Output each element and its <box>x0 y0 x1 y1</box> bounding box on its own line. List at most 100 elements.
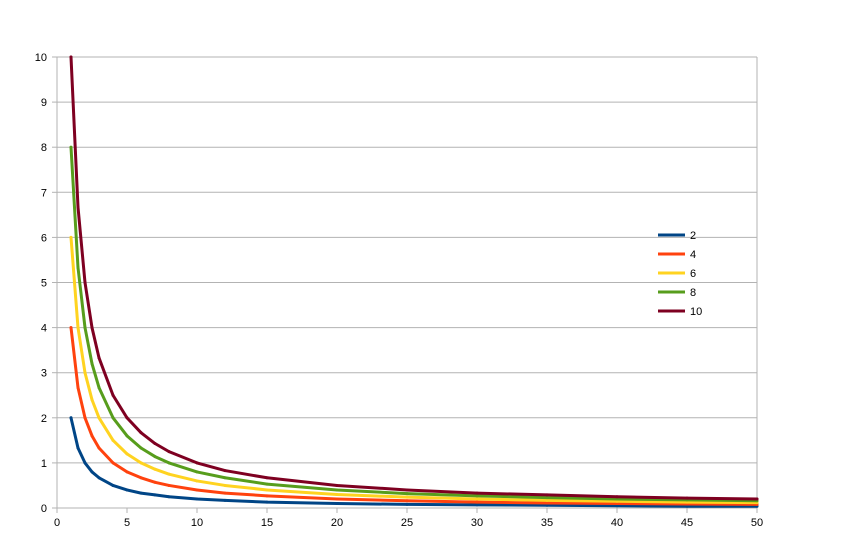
data-point-2 <box>405 502 409 506</box>
data-point-2 <box>335 501 339 505</box>
data-point-4 <box>153 480 157 484</box>
y-tick-label: 2 <box>41 413 47 425</box>
y-tick-label: 10 <box>35 52 47 64</box>
data-point-8 <box>76 266 80 270</box>
data-point-2 <box>475 503 479 507</box>
data-point-4 <box>139 476 143 480</box>
y-tick-label: 5 <box>41 278 47 290</box>
data-point-2 <box>153 493 157 497</box>
data-point-6 <box>685 500 689 504</box>
data-point-4 <box>83 416 87 420</box>
data-point-10 <box>167 450 171 454</box>
x-tick-label: 0 <box>54 517 60 529</box>
legend-label-10: 10 <box>690 306 702 318</box>
data-point-10 <box>153 442 157 446</box>
series-line-4 <box>69 326 759 506</box>
series-line-10 <box>69 55 759 501</box>
data-point-8 <box>69 145 73 149</box>
data-point-8 <box>405 492 409 496</box>
data-point-2 <box>125 488 129 492</box>
data-point-8 <box>90 362 94 366</box>
data-point-2 <box>223 498 227 502</box>
data-point-2 <box>685 504 689 508</box>
y-tick-label: 1 <box>41 458 47 470</box>
data-point-6 <box>335 492 339 496</box>
x-tick-label: 20 <box>331 517 343 529</box>
data-point-2 <box>615 504 619 508</box>
data-point-10 <box>685 496 689 500</box>
data-point-10 <box>335 483 339 487</box>
x-tick-label: 25 <box>401 517 413 529</box>
x-tick-label: 35 <box>541 517 553 529</box>
data-point-6 <box>111 438 115 442</box>
series-line-2 <box>69 416 759 508</box>
series-line-8 <box>69 145 759 503</box>
data-point-10 <box>195 461 199 465</box>
data-point-8 <box>265 482 269 486</box>
legend-label-4: 4 <box>690 249 696 261</box>
data-point-8 <box>111 416 115 420</box>
y-tick-label: 3 <box>41 368 47 380</box>
data-point-6 <box>223 483 227 487</box>
data-point-10 <box>97 356 101 360</box>
data-point-6 <box>83 371 87 375</box>
data-point-8 <box>223 476 227 480</box>
y-tick-label: 0 <box>41 503 47 515</box>
data-point-2 <box>83 461 87 465</box>
x-tick-label: 10 <box>191 517 203 529</box>
data-point-10 <box>83 281 87 284</box>
y-tick-label: 8 <box>41 142 47 154</box>
data-point-6 <box>545 498 549 502</box>
data-point-2 <box>69 416 73 420</box>
legend-label-6: 6 <box>690 268 696 280</box>
data-point-6 <box>97 416 101 420</box>
x-tick-label: 45 <box>681 517 693 529</box>
data-point-10 <box>755 497 759 501</box>
data-point-4 <box>223 491 227 495</box>
data-point-4 <box>125 470 129 474</box>
series-lines <box>69 55 759 508</box>
data-point-4 <box>335 497 339 501</box>
data-point-6 <box>125 452 129 456</box>
data-point-6 <box>167 472 171 476</box>
data-point-2 <box>97 476 101 480</box>
data-point-6 <box>475 497 479 501</box>
data-point-8 <box>335 488 339 492</box>
data-point-8 <box>83 326 87 330</box>
series-line-6 <box>69 235 759 505</box>
data-point-8 <box>545 496 549 500</box>
x-tick-label: 15 <box>261 517 273 529</box>
data-point-6 <box>195 479 199 483</box>
data-point-8 <box>139 446 143 450</box>
data-point-2 <box>90 470 94 474</box>
data-point-10 <box>475 491 479 495</box>
data-point-8 <box>97 386 101 390</box>
data-point-10 <box>76 205 80 209</box>
data-point-4 <box>545 501 549 505</box>
data-point-10 <box>125 416 129 420</box>
gridlines <box>57 56 757 509</box>
data-point-4 <box>97 446 101 450</box>
data-point-4 <box>69 326 73 330</box>
data-point-10 <box>69 55 73 59</box>
data-point-6 <box>90 398 94 402</box>
y-tick-label: 7 <box>41 187 47 199</box>
data-point-8 <box>475 494 479 498</box>
x-tick-label: 50 <box>751 517 763 529</box>
y-tick-label: 9 <box>41 97 47 109</box>
data-point-2 <box>111 483 115 487</box>
data-point-2 <box>139 491 143 495</box>
data-point-10 <box>111 393 115 397</box>
data-point-4 <box>111 461 115 465</box>
data-point-6 <box>265 488 269 492</box>
data-point-8 <box>125 434 129 438</box>
data-point-10 <box>405 488 409 492</box>
data-point-6 <box>69 235 73 239</box>
data-point-6 <box>615 499 619 503</box>
y-tick-label: 6 <box>41 232 47 244</box>
data-point-4 <box>195 488 199 492</box>
axes <box>52 56 758 513</box>
data-point-2 <box>167 495 171 499</box>
